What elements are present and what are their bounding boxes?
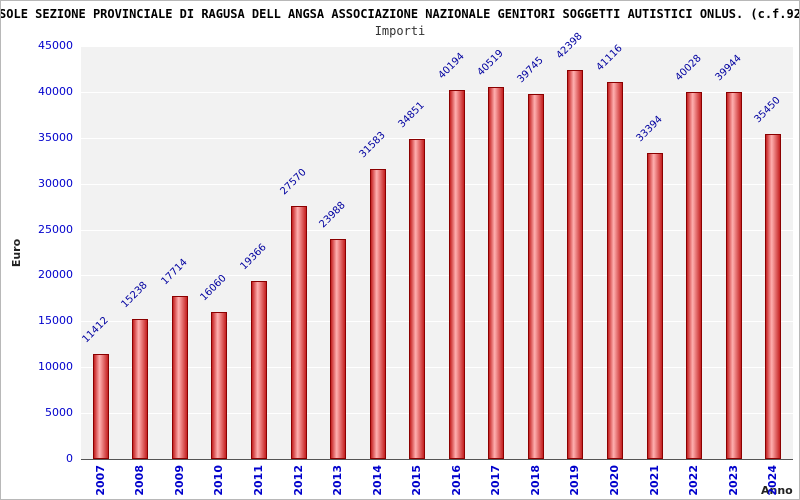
bar: [132, 319, 149, 459]
bar: [290, 206, 307, 459]
bar-value-label: 17714: [159, 257, 190, 288]
bar: [607, 82, 623, 459]
x-tick-label: 2013: [331, 465, 345, 496]
bar-value-label: 27570: [278, 167, 309, 198]
bar-value-label: 33394: [634, 114, 665, 145]
bar: [488, 87, 505, 459]
bar-value-label: 41116: [594, 43, 625, 74]
x-tick-label: 2007: [93, 465, 107, 496]
y-tick-label: 15000: [38, 314, 73, 328]
x-tick-label: 2022: [687, 465, 701, 496]
y-tick-label: 20000: [38, 268, 73, 282]
gridline: [81, 321, 793, 323]
bar: [448, 90, 465, 459]
x-tick-label: 2023: [726, 465, 740, 496]
x-tick-label: 2014: [370, 465, 384, 496]
gridline: [81, 46, 793, 47]
x-tick-label: 2008: [133, 465, 147, 496]
bar: [369, 169, 386, 459]
x-tick-label: 2019: [568, 465, 582, 496]
x-tick-label: 2020: [608, 465, 621, 496]
bar: [646, 153, 663, 459]
gridline: [81, 413, 793, 415]
x-tick-label: 2011: [252, 465, 265, 496]
y-tick-label: 40000: [38, 84, 73, 98]
bar-value-label: 40519: [475, 48, 507, 79]
bar-value-label: 11412: [80, 315, 111, 346]
x-tick-label: 2012: [291, 465, 305, 496]
x-tick-label: 2024: [766, 465, 780, 496]
bar: [409, 139, 426, 459]
x-tick-label: 2018: [528, 465, 542, 496]
bar-value-label: 40028: [673, 53, 704, 84]
x-tick-label: 2015: [410, 465, 424, 496]
bar: [330, 239, 347, 459]
gridline: [81, 183, 793, 185]
bar: [92, 354, 109, 459]
x-tick-label: 2010: [212, 465, 226, 496]
y-tick-label: 45000: [38, 39, 73, 52]
gridline: [81, 91, 793, 93]
bar: [686, 92, 703, 459]
bar-value-label: 23988: [317, 200, 348, 231]
bar-value-label: 40194: [436, 51, 467, 82]
gridline: [81, 229, 793, 231]
x-tick-label: 2016: [449, 465, 463, 496]
chart-subtitle: Importi: [374, 24, 426, 38]
bar: [567, 70, 584, 459]
x-tick-label: 2021: [647, 465, 661, 496]
bar-value-label: 15238: [119, 280, 151, 311]
bar: [211, 312, 228, 459]
y-tick-label: 5000: [45, 406, 73, 420]
x-tick-label: 2017: [489, 465, 503, 496]
bar: [171, 296, 188, 459]
y-tick-label: 0: [66, 452, 73, 465]
gridline: [81, 137, 793, 139]
gridline: [81, 367, 793, 369]
bar-value-label: 34851: [396, 100, 428, 131]
bar-value-label: 35450: [752, 95, 784, 126]
y-tick-label: 35000: [38, 130, 73, 144]
bar-value-label: 31583: [357, 130, 388, 161]
bar: [725, 92, 742, 459]
bar: [527, 94, 544, 459]
gridline: [81, 275, 793, 277]
x-axis-label: Anno: [761, 484, 793, 497]
bar-value-label: 39944: [713, 53, 744, 84]
y-tick-label: 10000: [38, 360, 73, 374]
chart-title: I SOLE SEZIONE PROVINCIALE DI RAGUSA DEL…: [0, 7, 800, 21]
y-tick-label: 30000: [38, 176, 73, 190]
bar: [251, 281, 267, 459]
x-tick-label: 2009: [172, 465, 186, 496]
plot-area: 11412 15238 17714 16060 19366 27570 23988 31583…: [80, 31, 793, 460]
y-tick-label: 25000: [38, 222, 73, 236]
bar-value-label: 39745: [515, 55, 546, 86]
bar-value-label: 19366: [238, 242, 269, 273]
bar-value-label: 16060: [198, 273, 230, 304]
bar: [765, 134, 782, 459]
